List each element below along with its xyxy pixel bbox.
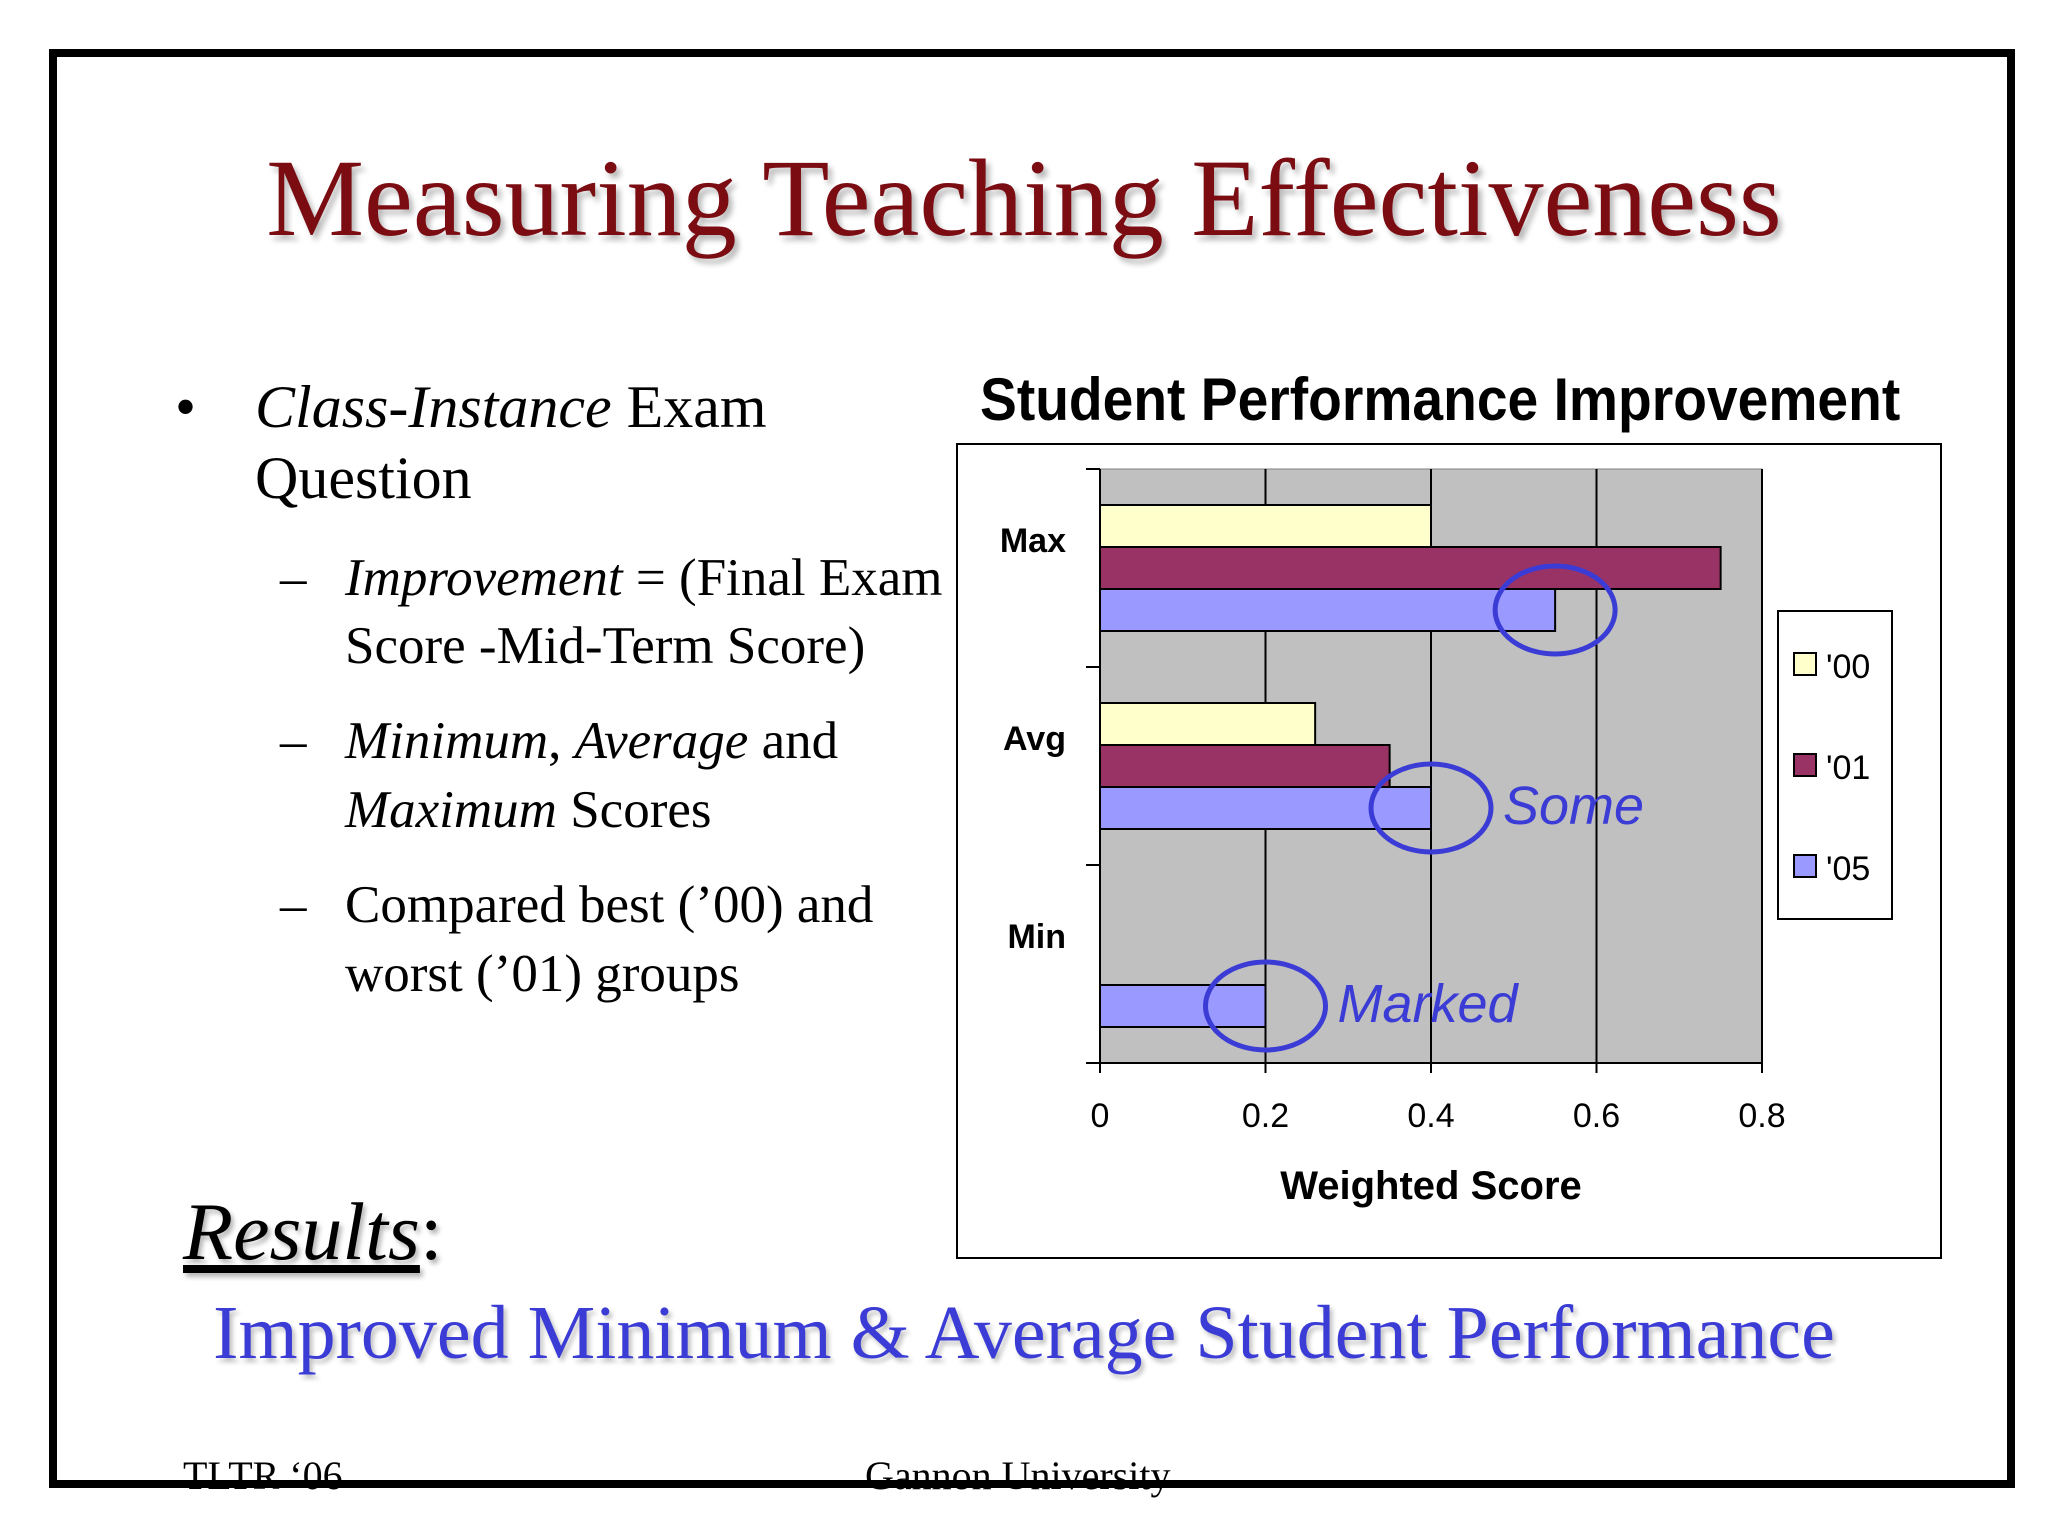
category-label: Max bbox=[1000, 522, 1066, 560]
bullet-list: • Class-Instance Exam Question – Improve… bbox=[170, 372, 950, 1009]
sub-rest: = (Final Exam Score -Mid-Term Score) bbox=[345, 548, 943, 676]
x-tick-label: 0.4 bbox=[1407, 1097, 1454, 1135]
legend-label: '01 bbox=[1826, 749, 1870, 787]
category-label: Avg bbox=[1003, 720, 1066, 758]
x-tick-label: 0.2 bbox=[1242, 1097, 1289, 1135]
bar-chart: 0 0.2 0.4 0.6 0.8 Max Avg Min Weighted Score '00 '… bbox=[956, 443, 1942, 1259]
sub-text: Compared best (’00) and worst (’01) grou… bbox=[345, 876, 874, 1004]
sub-sep: , bbox=[548, 712, 575, 771]
sub-italic-max: Maximum bbox=[345, 781, 557, 840]
x-tick-label: 0 bbox=[1091, 1097, 1110, 1135]
category-label: Min bbox=[1007, 918, 1066, 956]
results-label: Results bbox=[183, 1186, 420, 1277]
sub-italic-avg: Average bbox=[574, 712, 749, 771]
footer-left: TLTR ‘06 bbox=[183, 1453, 343, 1498]
sub-italic: Improvement bbox=[345, 548, 623, 607]
slide-title: Measuring Teaching Effectiveness bbox=[266, 137, 1782, 259]
bullet-italic: Class-Instance bbox=[255, 374, 612, 440]
legend-swatch bbox=[1793, 652, 1817, 676]
bar bbox=[1099, 546, 1722, 590]
bullet-dot: • bbox=[175, 374, 197, 440]
results-heading: Results: bbox=[183, 1185, 443, 1279]
results-colon: : bbox=[419, 1186, 443, 1277]
chart-title: Student Performance Improvement bbox=[980, 366, 1901, 433]
annotation-circle bbox=[1368, 761, 1494, 855]
bullet-rest: Exam Question bbox=[255, 374, 767, 511]
bar bbox=[1099, 504, 1432, 548]
x-axis-title: Weighted Score bbox=[1280, 1164, 1582, 1208]
sub-bullet-dash: – bbox=[280, 712, 307, 771]
annotation-label: Some bbox=[1503, 776, 1644, 836]
bullet-main: • Class-Instance Exam Question bbox=[170, 372, 950, 514]
x-tick-label: 0.8 bbox=[1738, 1097, 1785, 1135]
legend-label: '00 bbox=[1826, 648, 1870, 686]
sub-bullet-improvement: – Improvement = (Final Exam Score -Mid-T… bbox=[170, 544, 950, 682]
annotation-circle bbox=[1203, 959, 1328, 1053]
legend-swatch bbox=[1793, 854, 1817, 878]
x-tick-label: 0.6 bbox=[1573, 1097, 1620, 1135]
bar bbox=[1099, 984, 1267, 1028]
footer-center: Gannon University bbox=[865, 1453, 1171, 1498]
annotation-label: Marked bbox=[1338, 974, 1520, 1034]
legend-swatch bbox=[1793, 753, 1817, 777]
bar bbox=[1099, 744, 1391, 788]
sub-bullet-scores: – Minimum, Average and Maximum Scores bbox=[170, 707, 950, 845]
bar bbox=[1099, 702, 1317, 746]
sub-mid: and bbox=[748, 712, 839, 771]
sub-bullet-dash: – bbox=[280, 876, 307, 935]
sub-rest: Scores bbox=[556, 781, 712, 840]
sub-bullet-dash: – bbox=[280, 548, 307, 607]
bar bbox=[1099, 786, 1432, 830]
sub-italic-min: Minimum bbox=[345, 712, 549, 771]
results-text: Improved Minimum & Average Student Perfo… bbox=[213, 1291, 1835, 1375]
bar bbox=[1099, 588, 1557, 632]
annotation-circle bbox=[1492, 563, 1618, 657]
legend-label: '05 bbox=[1826, 850, 1870, 888]
sub-bullet-compared: – Compared best (’00) and worst (’01) gr… bbox=[170, 871, 950, 1009]
